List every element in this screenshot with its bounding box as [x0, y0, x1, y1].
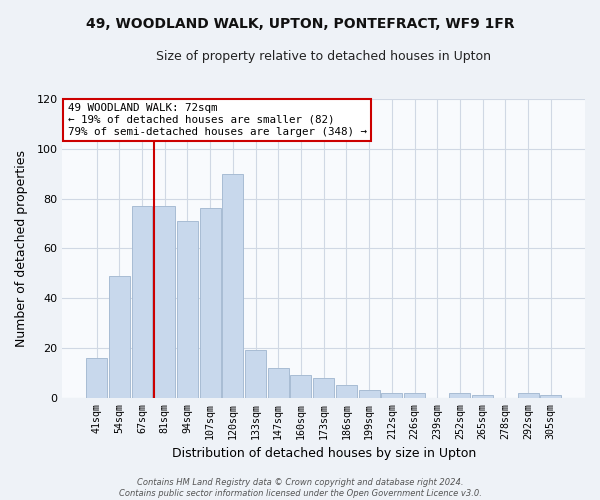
Bar	[200, 208, 221, 398]
Bar	[131, 206, 152, 398]
Bar	[336, 386, 357, 398]
Text: 49, WOODLAND WALK, UPTON, PONTEFRACT, WF9 1FR: 49, WOODLAND WALK, UPTON, PONTEFRACT, WF…	[86, 18, 514, 32]
Bar	[449, 393, 470, 398]
Bar	[541, 396, 561, 398]
Bar	[404, 393, 425, 398]
Bar	[154, 206, 175, 398]
Bar	[86, 358, 107, 398]
Bar	[472, 396, 493, 398]
Bar	[382, 393, 402, 398]
Bar	[518, 393, 539, 398]
X-axis label: Distribution of detached houses by size in Upton: Distribution of detached houses by size …	[172, 447, 476, 460]
Bar	[109, 276, 130, 398]
Bar	[245, 350, 266, 398]
Bar	[359, 390, 380, 398]
Bar	[177, 221, 198, 398]
Bar	[268, 368, 289, 398]
Y-axis label: Number of detached properties: Number of detached properties	[15, 150, 28, 347]
Text: 49 WOODLAND WALK: 72sqm
← 19% of detached houses are smaller (82)
79% of semi-de: 49 WOODLAND WALK: 72sqm ← 19% of detache…	[68, 104, 367, 136]
Title: Size of property relative to detached houses in Upton: Size of property relative to detached ho…	[156, 50, 491, 63]
Bar	[290, 376, 311, 398]
Text: Contains HM Land Registry data © Crown copyright and database right 2024.
Contai: Contains HM Land Registry data © Crown c…	[119, 478, 481, 498]
Bar	[223, 174, 243, 398]
Bar	[313, 378, 334, 398]
